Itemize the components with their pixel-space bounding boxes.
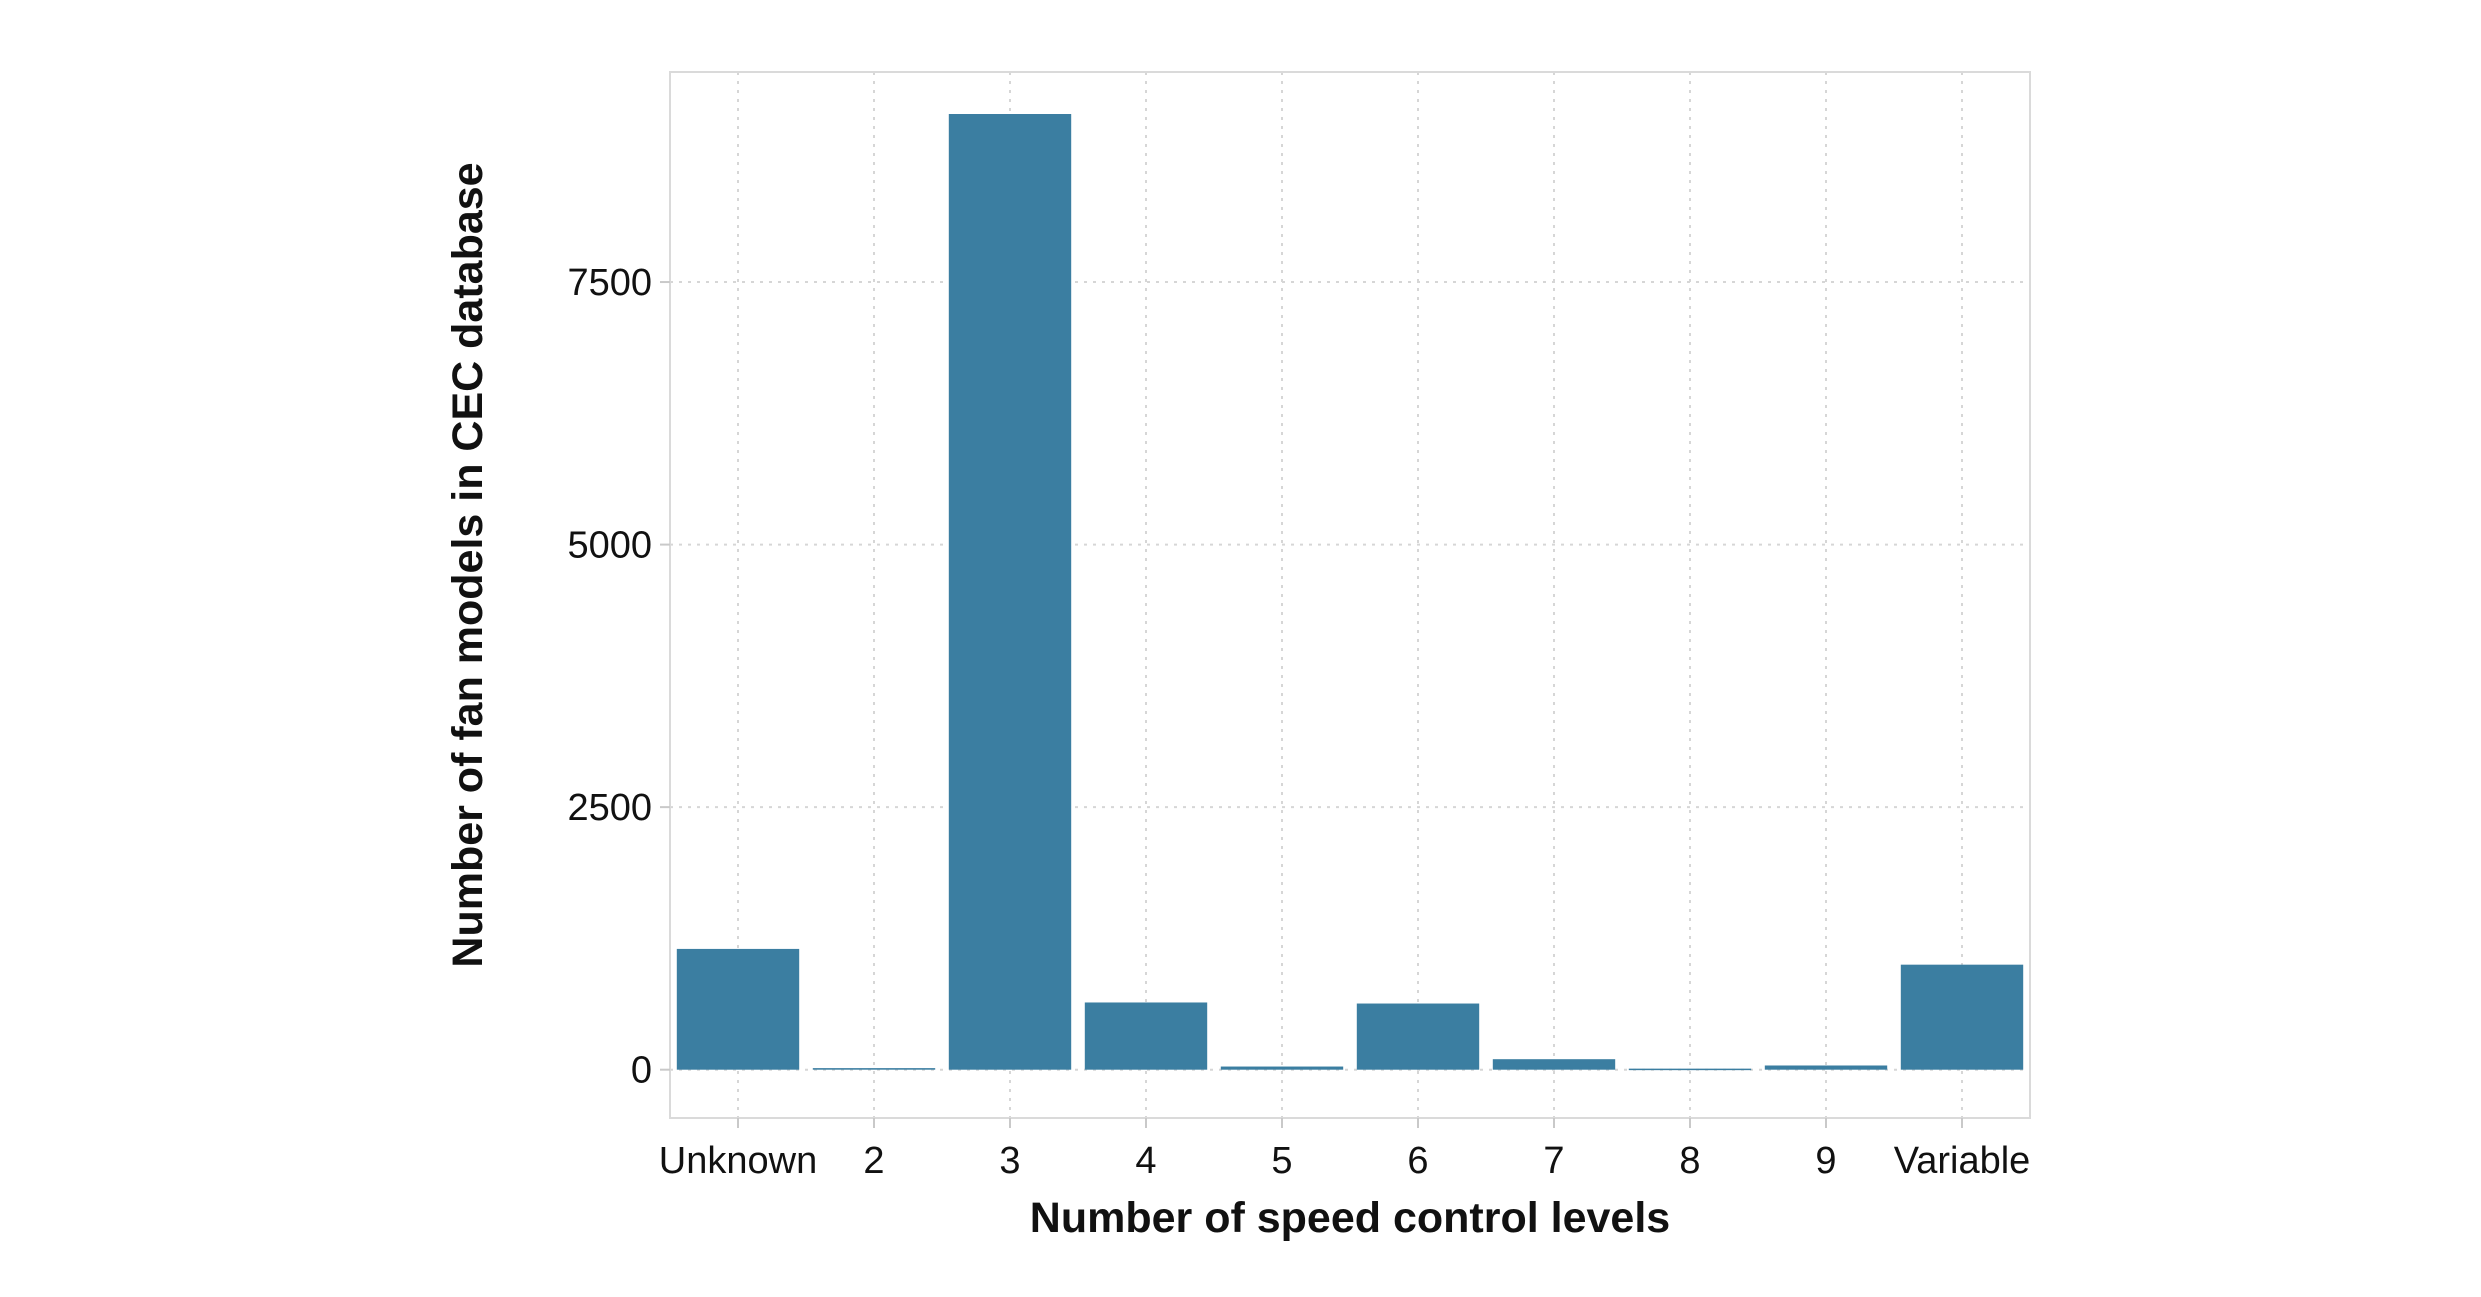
bar-6 [1356,1003,1480,1070]
bar-unknown [676,948,800,1070]
bar-8 [1628,1068,1752,1071]
bar-3 [948,114,1072,1070]
x-tick-label: 3 [999,1140,1020,1182]
grid-layer [670,72,2030,1118]
y-tick-label: 5000 [567,525,652,567]
bar-layer [676,114,2024,1071]
bar-5 [1220,1066,1344,1070]
x-axis-title: Number of speed control levels [1030,1194,1670,1242]
label-layer: 0 2500 5000 7500 Unknown 2 3 4 5 6 7 8 9 Variable [567,262,2030,1182]
x-tick-label: 6 [1407,1140,1428,1182]
plot-panel-border [669,71,2031,1119]
x-tick-label: 5 [1271,1140,1292,1182]
bar-4 [1084,1002,1208,1070]
y-axis-title: Number of fan models in CEC database [444,162,492,967]
bar-2 [812,1068,936,1070]
x-tick-label: 4 [1135,1140,1156,1182]
bar-variable [1900,964,2024,1070]
x-tick-label: 2 [863,1140,884,1182]
y-tick-label: 0 [631,1050,652,1092]
tick-layer [660,281,1963,1128]
x-tick-label: 7 [1543,1140,1564,1182]
bar-9 [1764,1065,1888,1070]
y-tick-label: 2500 [567,787,652,829]
x-tick-label: Variable [1894,1140,2031,1182]
x-tick-label: Unknown [659,1140,817,1182]
bar-7 [1492,1059,1616,1070]
x-tick-label: 8 [1679,1140,1700,1182]
x-tick-label: 9 [1815,1140,1836,1182]
y-tick-label: 7500 [567,262,652,304]
